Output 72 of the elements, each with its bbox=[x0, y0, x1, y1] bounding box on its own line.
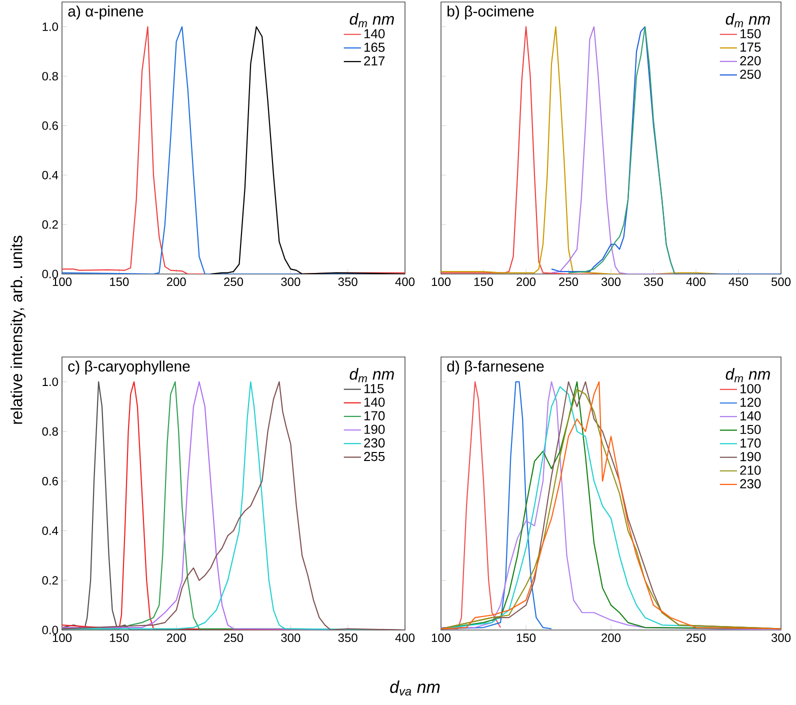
legend-title: d$_{m}$ nm bbox=[726, 368, 770, 382]
legend-label: 115 bbox=[364, 384, 384, 394]
legend-title: d$_{m}$ nm bbox=[726, 13, 770, 28]
y-tick-label: 0.4 bbox=[42, 170, 58, 180]
legend-label: 150 bbox=[740, 424, 761, 434]
x-tick-label: 150 bbox=[110, 634, 129, 642]
x-tick-label: 250 bbox=[224, 634, 244, 642]
y-axis-title: relative intensity, arb. units bbox=[10, 236, 26, 424]
y-tick-label: 1.0 bbox=[42, 378, 58, 386]
legend-label: 120 bbox=[740, 398, 761, 407]
x-tick-label: 200 bbox=[516, 278, 536, 286]
x-tick-label: 250 bbox=[559, 278, 578, 286]
x-tick-label: 200 bbox=[166, 634, 186, 642]
x-tick-label: 150 bbox=[516, 634, 536, 642]
chart-title: b) β-ocimene bbox=[448, 6, 534, 20]
legend-label: 170 bbox=[364, 411, 385, 420]
x-tick-label: 250 bbox=[686, 634, 706, 642]
legend-label: 250 bbox=[740, 70, 761, 79]
x-tick-label: 450 bbox=[728, 278, 748, 286]
legend-label: 217 bbox=[364, 56, 385, 66]
x-tick-label: 300 bbox=[771, 634, 791, 642]
legend-label: 175 bbox=[740, 42, 761, 52]
x-tick-label: 300 bbox=[281, 634, 300, 642]
x-tick-label: 500 bbox=[771, 278, 791, 286]
x-tick-label: 200 bbox=[602, 634, 621, 642]
legend-label: 150 bbox=[740, 29, 761, 38]
x-tick-label: 300 bbox=[281, 278, 300, 286]
legend-label: 140 bbox=[364, 29, 385, 38]
line-series bbox=[210, 26, 405, 274]
y-tick-label: 0.2 bbox=[42, 576, 58, 585]
legend-label: 190 bbox=[364, 424, 385, 434]
x-tick-label: 350 bbox=[644, 278, 664, 286]
y-tick-label: 0.0 bbox=[42, 626, 58, 634]
legend-label: 190 bbox=[740, 452, 761, 462]
legend-label: 230 bbox=[364, 438, 385, 448]
x-tick-label: 400 bbox=[395, 634, 415, 642]
y-tick-label: 0.4 bbox=[42, 526, 58, 535]
y-tick-label: 0.2 bbox=[42, 220, 58, 229]
y-tick-label: 0.6 bbox=[42, 476, 58, 486]
x-tick-label: 100 bbox=[52, 278, 72, 286]
legend-label: 255 bbox=[364, 452, 385, 462]
x-tick-label: 300 bbox=[601, 278, 621, 286]
legend-title: d$_{m}$ nm bbox=[350, 368, 394, 382]
x-tick-label: 100 bbox=[432, 634, 451, 642]
legend-label: 140 bbox=[364, 398, 385, 407]
chart-title: a) α-pinene bbox=[68, 6, 144, 20]
x-tick-label: 250 bbox=[224, 278, 244, 286]
x-axis-title: d$_{va}$ nm bbox=[390, 680, 440, 696]
x-tick-label: 350 bbox=[338, 634, 358, 642]
x-tick-label: 100 bbox=[52, 634, 72, 642]
legend-title: d$_{m}$ nm bbox=[350, 13, 394, 28]
x-tick-label: 200 bbox=[166, 278, 186, 286]
legend-label: 210 bbox=[740, 466, 761, 475]
chart-title: d) β-farnesene bbox=[447, 360, 544, 375]
legend-label: 220 bbox=[740, 56, 761, 66]
chart-title: c) β-caryophyllene bbox=[68, 360, 190, 375]
x-tick-label: 150 bbox=[110, 278, 129, 286]
x-tick-label: 400 bbox=[686, 278, 706, 286]
y-tick-label: 0.8 bbox=[42, 427, 58, 436]
y-tick-label: 0.0 bbox=[42, 270, 58, 278]
y-tick-label: 0.8 bbox=[42, 72, 58, 80]
legend-label: 140 bbox=[740, 411, 761, 420]
y-tick-label: 0.6 bbox=[42, 121, 58, 130]
x-tick-label: 150 bbox=[474, 278, 494, 286]
x-tick-label: 100 bbox=[432, 278, 451, 286]
legend-label: 100 bbox=[740, 384, 761, 394]
x-tick-label: 350 bbox=[338, 278, 358, 286]
legend-label: 165 bbox=[364, 42, 385, 52]
x-tick-label: 400 bbox=[395, 278, 415, 286]
legend-label: 170 bbox=[740, 438, 761, 448]
y-tick-label: 1.0 bbox=[42, 22, 58, 31]
legend-label: 230 bbox=[740, 479, 761, 488]
